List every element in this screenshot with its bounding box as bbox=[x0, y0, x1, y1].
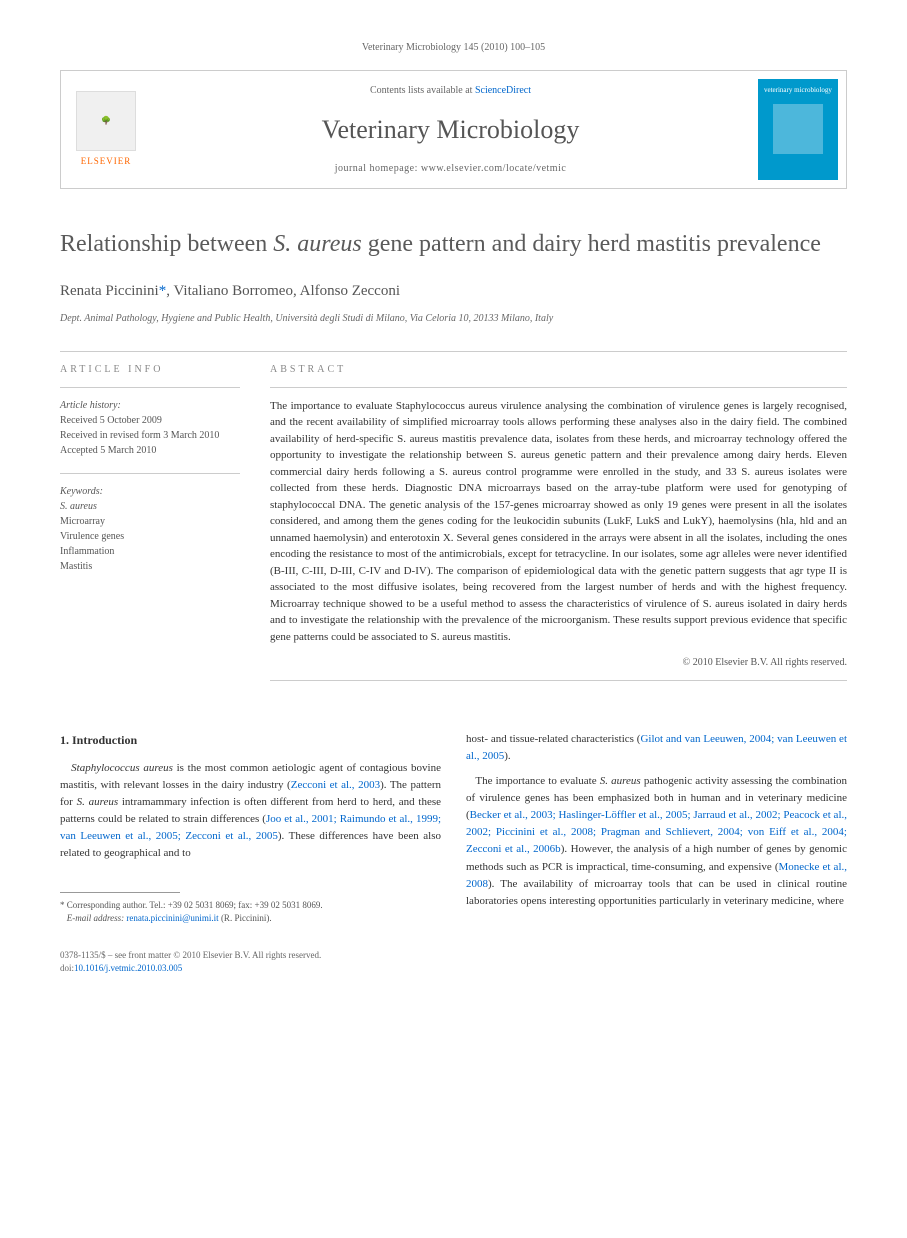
keywords-label: Keywords: bbox=[60, 484, 240, 499]
elsevier-tree-icon: 🌳 bbox=[76, 91, 136, 151]
email-link[interactable]: renata.piccinini@unimi.it bbox=[126, 913, 218, 923]
title-italic: S. aureus bbox=[273, 231, 361, 257]
title-part1: Relationship between bbox=[60, 231, 273, 257]
footer-doi-line: doi:10.1016/j.vetmic.2010.03.005 bbox=[60, 962, 847, 975]
intro-p3b: S. aureus bbox=[600, 775, 641, 787]
body-col-right: host- and tissue-related characteristics… bbox=[466, 731, 847, 924]
page-footer: 0378-1135/$ – see front matter © 2010 El… bbox=[60, 949, 847, 974]
footnote-corr: * Corresponding author. Tel.: +39 02 503… bbox=[60, 899, 441, 912]
intro-p1-italic: Staphylococcus aureus bbox=[71, 762, 173, 774]
title-part2: gene pattern and dairy herd mastitis pre… bbox=[362, 231, 821, 257]
sciencedirect-link[interactable]: ScienceDirect bbox=[475, 85, 531, 96]
author-1: Renata Piccinini bbox=[60, 283, 159, 299]
cover-image-icon bbox=[773, 104, 823, 154]
corresponding-footnote: * Corresponding author. Tel.: +39 02 503… bbox=[60, 899, 441, 924]
journal-cover: veterinary microbiology bbox=[758, 79, 838, 180]
info-divider bbox=[60, 387, 240, 388]
authors-rest: , Vitaliano Borromeo, Alfonso Zecconi bbox=[166, 283, 400, 299]
doi-label: doi: bbox=[60, 963, 74, 973]
cover-title: veterinary microbiology bbox=[764, 85, 832, 96]
keyword-4: Inflammation bbox=[60, 544, 240, 559]
header-center: Contents lists available at ScienceDirec… bbox=[151, 71, 750, 188]
abstract-bottom-divider bbox=[270, 680, 847, 681]
email-suffix: (R. Piccinini). bbox=[219, 913, 272, 923]
history-revised: Received in revised form 3 March 2010 bbox=[60, 428, 240, 443]
homepage-prefix: journal homepage: bbox=[335, 163, 421, 174]
intro-p1d: S. aureus bbox=[77, 796, 119, 808]
contents-line: Contents lists available at ScienceDirec… bbox=[161, 83, 740, 98]
keywords-block: Keywords: S. aureus Microarray Virulence… bbox=[60, 484, 240, 574]
abstract-text: The importance to evaluate Staphylococcu… bbox=[270, 398, 847, 646]
contents-prefix: Contents lists available at bbox=[370, 85, 475, 96]
history-label: Article history: bbox=[60, 398, 240, 413]
affiliation: Dept. Animal Pathology, Hygiene and Publ… bbox=[60, 311, 847, 326]
intro-para-1: Staphylococcus aureus is the most common… bbox=[60, 760, 441, 862]
intro-p3e: ). The availability of microarray tools … bbox=[466, 878, 847, 907]
history-accepted: Accepted 5 March 2010 bbox=[60, 443, 240, 458]
authors: Renata Piccinini*, Vitaliano Borromeo, A… bbox=[60, 280, 847, 303]
keyword-3: Virulence genes bbox=[60, 529, 240, 544]
article-history: Article history: Received 5 October 2009… bbox=[60, 398, 240, 458]
footer-line1: 0378-1135/$ – see front matter © 2010 El… bbox=[60, 949, 847, 962]
email-label: E-mail address: bbox=[67, 913, 127, 923]
intro-p2b: ). bbox=[504, 750, 510, 762]
intro-p2a: host- and tissue-related characteristics… bbox=[466, 733, 640, 745]
abstract-label: ABSTRACT bbox=[270, 362, 847, 377]
abstract-divider bbox=[270, 387, 847, 388]
body-col-left: 1. Introduction Staphylococcus aureus is… bbox=[60, 731, 441, 924]
journal-name: Veterinary Microbiology bbox=[161, 110, 740, 149]
keywords-divider bbox=[60, 473, 240, 474]
article-info-col: ARTICLE INFO Article history: Received 5… bbox=[60, 362, 240, 692]
intro-para-2: host- and tissue-related characteristics… bbox=[466, 731, 847, 765]
intro-heading: 1. Introduction bbox=[60, 731, 441, 750]
header-citation: Veterinary Microbiology 145 (2010) 100–1… bbox=[60, 40, 847, 55]
journal-header-box: 🌳 ELSEVIER Contents lists available at S… bbox=[60, 70, 847, 189]
intro-para-3: The importance to evaluate S. aureus pat… bbox=[466, 773, 847, 909]
elsevier-logo: 🌳 ELSEVIER bbox=[61, 71, 151, 188]
history-received: Received 5 October 2009 bbox=[60, 413, 240, 428]
ref-zecconi-2003[interactable]: Zecconi et al., 2003 bbox=[291, 779, 380, 791]
intro-p3a: The importance to evaluate bbox=[475, 775, 599, 787]
keyword-5: Mastitis bbox=[60, 559, 240, 574]
info-abstract-row: ARTICLE INFO Article history: Received 5… bbox=[60, 362, 847, 692]
abstract-col: ABSTRACT The importance to evaluate Stap… bbox=[270, 362, 847, 692]
doi-link[interactable]: 10.1016/j.vetmic.2010.03.005 bbox=[74, 963, 182, 973]
article-info-label: ARTICLE INFO bbox=[60, 362, 240, 377]
keyword-1: S. aureus bbox=[60, 499, 240, 514]
homepage-url[interactable]: www.elsevier.com/locate/vetmic bbox=[421, 163, 566, 174]
divider-line bbox=[60, 351, 847, 352]
keyword-2: Microarray bbox=[60, 514, 240, 529]
article-title: Relationship between S. aureus gene patt… bbox=[60, 229, 847, 260]
footnote-email-line: E-mail address: renata.piccinini@unimi.i… bbox=[60, 912, 441, 925]
homepage-line: journal homepage: www.elsevier.com/locat… bbox=[161, 161, 740, 176]
copyright-line: © 2010 Elsevier B.V. All rights reserved… bbox=[270, 655, 847, 670]
body-columns: 1. Introduction Staphylococcus aureus is… bbox=[60, 731, 847, 924]
footnote-divider bbox=[60, 892, 180, 893]
elsevier-name: ELSEVIER bbox=[81, 155, 132, 169]
